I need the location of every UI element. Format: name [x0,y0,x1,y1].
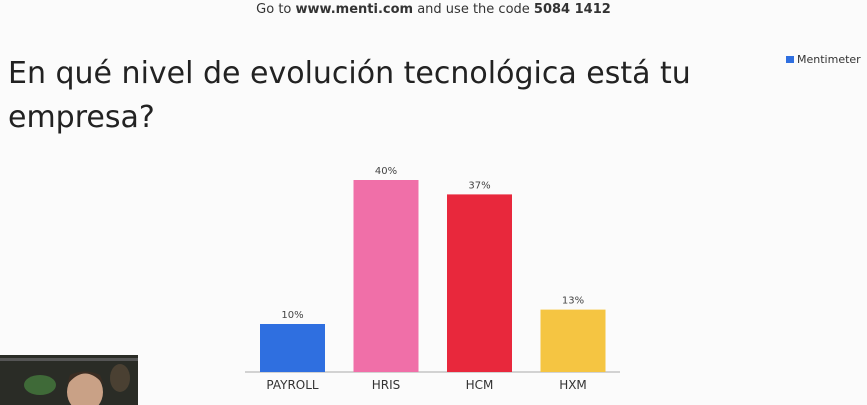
logo-text: Mentimeter [797,53,861,66]
bar [260,324,325,372]
value-label: 10% [281,310,303,321]
code: 5084 1412 [533,2,611,17]
category-label: HXM [559,378,587,392]
logo: Mentimeter [786,53,861,66]
join-instructions: Go to www.menti.com and use the code 508… [0,2,867,17]
bar [447,194,512,372]
value-label: 40% [375,166,397,177]
bar [353,180,419,372]
url[interactable]: www.menti.com [295,2,414,17]
instruction-text: Go to [256,2,292,17]
bar [540,309,606,372]
value-label: 37% [468,180,490,191]
chart-title: En qué nivel de evolución tecnológica es… [8,56,691,135]
value-label: 13% [562,296,584,307]
category-label: HCM [466,378,494,392]
category-label: HRIS [372,378,401,392]
category-label: PAYROLL [266,378,319,392]
webcam [0,355,138,405]
instruction-text: and use the code [417,2,530,17]
